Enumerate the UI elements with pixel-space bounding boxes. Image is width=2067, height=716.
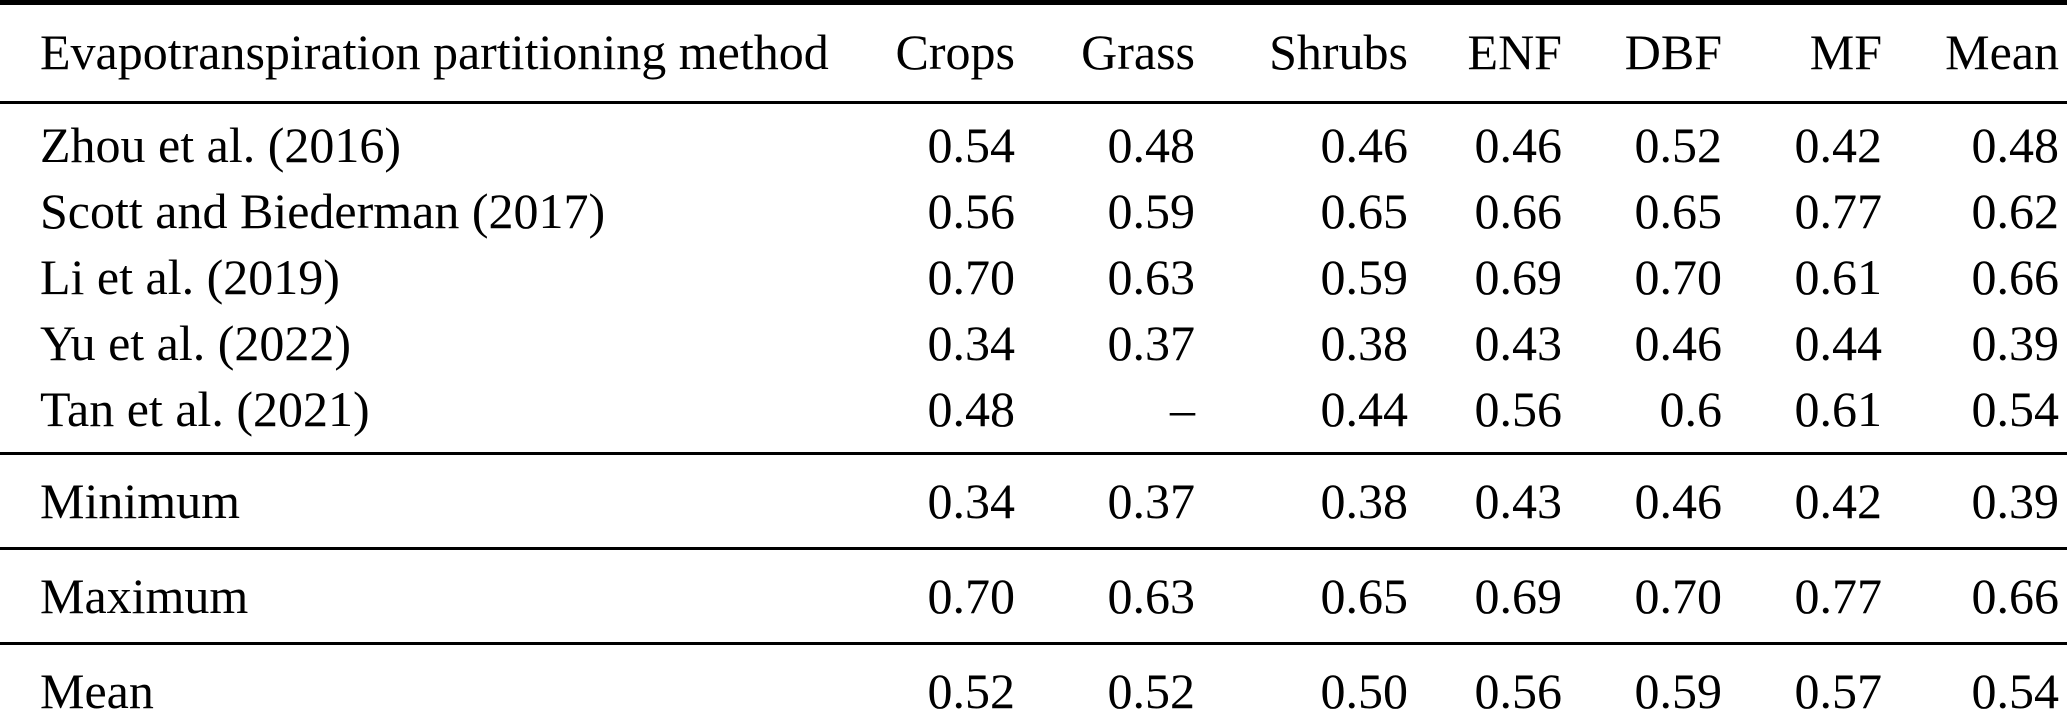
value-cell: 0.56 (1474, 381, 1563, 437)
value-cell: 0.46 (1474, 117, 1563, 173)
value-cell: 0.66 (1971, 249, 2060, 305)
column-header-grass: Grass (1015, 0, 1195, 104)
value-cell: 0.54 (927, 117, 1016, 173)
value-cell: 0.77 (1722, 547, 1882, 644)
value-cell: 0.39 (1971, 315, 2060, 371)
value-cell: 0.34 (927, 315, 1016, 371)
column-header-shrubs: Shrubs (1195, 0, 1408, 104)
table-row: Li et al. (2019) 0.70 0.63 0.59 0.69 0.7… (0, 244, 2067, 310)
method-cell: Yu et al. (2022) (40, 315, 352, 371)
table-row: Zhou et al. (2016) 0.54 0.48 0.46 0.46 0… (0, 103, 2067, 179)
value-cell: 0.37 (1015, 452, 1195, 549)
value-cell: 0.70 (860, 547, 1015, 644)
value-cell: 0.48 (1971, 117, 2060, 173)
column-header-crops: Crops (860, 0, 1015, 104)
value-cell: 0.42 (1794, 117, 1883, 173)
value-cell: 0.54 (1882, 642, 2067, 716)
value-cell: 0.59 (1320, 249, 1409, 305)
value-cell: 0.54 (1971, 381, 2060, 437)
value-cell: 0.59 (1107, 183, 1196, 239)
value-cell: 0.69 (1408, 547, 1562, 644)
value-cell: 0.39 (1882, 452, 2067, 549)
value-cell: 0.69 (1474, 249, 1563, 305)
value-cell: 0.56 (927, 183, 1016, 239)
value-cell: 0.43 (1474, 315, 1563, 371)
value-cell: 0.43 (1408, 452, 1562, 549)
value-cell: 0.52 (1015, 642, 1195, 716)
column-header-enf: ENF (1408, 0, 1562, 104)
value-cell: 0.62 (1971, 183, 2060, 239)
value-cell: 0.37 (1107, 315, 1196, 371)
value-cell: 0.59 (1562, 642, 1722, 716)
method-cell: Scott and Biederman (2017) (40, 183, 606, 239)
value-cell: 0.52 (1634, 117, 1723, 173)
value-cell: 0.57 (1722, 642, 1882, 716)
summary-label-cell: Minimum (0, 452, 860, 549)
method-cell: Li et al. (2019) (40, 249, 340, 305)
value-cell: 0.63 (1015, 547, 1195, 644)
value-cell: 0.70 (927, 249, 1016, 305)
value-cell: 0.66 (1474, 183, 1563, 239)
column-header-method: Evapotranspiration partitioning method (0, 0, 860, 104)
value-cell: 0.70 (1562, 547, 1722, 644)
value-cell: 0.61 (1794, 381, 1883, 437)
summary-label-cell: Mean (0, 642, 860, 716)
minimum-row: Minimum 0.34 0.37 0.38 0.43 0.46 0.42 0.… (0, 452, 2067, 549)
method-cell: Zhou et al. (2016) (40, 117, 402, 173)
value-cell: 0.63 (1107, 249, 1196, 305)
value-cell: 0.70 (1634, 249, 1723, 305)
value-cell: 0.44 (1320, 381, 1409, 437)
value-cell: 0.44 (1794, 315, 1883, 371)
value-cell: 0.46 (1562, 452, 1722, 549)
maximum-row: Maximum 0.70 0.63 0.65 0.69 0.70 0.77 0.… (0, 547, 2067, 644)
value-cell: 0.38 (1320, 315, 1409, 371)
column-header-dbf: DBF (1562, 0, 1722, 104)
summary-label-cell: Maximum (0, 547, 860, 644)
table-row: Tan et al. (2021) 0.48 – 0.44 0.56 0.6 0… (0, 376, 2067, 454)
value-cell: 0.65 (1195, 547, 1408, 644)
table-row: Scott and Biederman (2017) 0.56 0.59 0.6… (0, 178, 2067, 244)
value-cell: 0.34 (860, 452, 1015, 549)
table-header-row: Evapotranspiration partitioning method C… (0, 0, 2067, 104)
method-cell: Tan et al. (2021) (40, 381, 370, 437)
column-header-mean: Mean (1882, 0, 2067, 104)
value-cell: 0.6 (1659, 381, 1723, 437)
value-cell: 0.48 (927, 381, 1016, 437)
column-header-mf: MF (1722, 0, 1882, 104)
value-cell: 0.48 (1107, 117, 1196, 173)
table-row: Yu et al. (2022) 0.34 0.37 0.38 0.43 0.4… (0, 310, 2067, 376)
mean-section: Mean 0.52 0.52 0.50 0.56 0.59 0.57 0.54 (0, 642, 2067, 716)
value-cell: 0.56 (1408, 642, 1562, 716)
value-cell: 0.65 (1634, 183, 1723, 239)
mean-row: Mean 0.52 0.52 0.50 0.56 0.59 0.57 0.54 (0, 642, 2067, 716)
value-cell: 0.42 (1722, 452, 1882, 549)
value-cell: 0.65 (1320, 183, 1409, 239)
value-cell: 0.38 (1195, 452, 1408, 549)
value-cell: 0.52 (860, 642, 1015, 716)
minimum-section: Minimum 0.34 0.37 0.38 0.43 0.46 0.42 0.… (0, 452, 2067, 549)
value-cell: 0.66 (1882, 547, 2067, 644)
maximum-section: Maximum 0.70 0.63 0.65 0.69 0.70 0.77 0.… (0, 547, 2067, 644)
value-cell: 0.77 (1794, 183, 1883, 239)
value-cell: 0.61 (1794, 249, 1883, 305)
value-cell: 0.46 (1320, 117, 1409, 173)
method-rows: Zhou et al. (2016) 0.54 0.48 0.46 0.46 0… (0, 103, 2067, 454)
value-cell: – (1170, 381, 1195, 437)
value-cell: 0.46 (1634, 315, 1723, 371)
value-cell: 0.50 (1195, 642, 1408, 716)
